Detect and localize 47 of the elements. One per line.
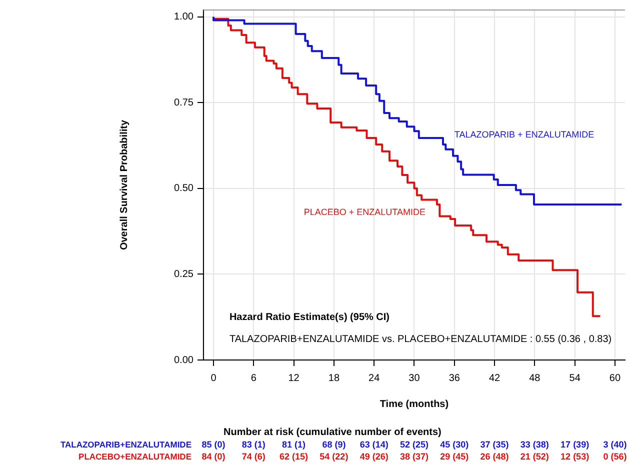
- text: 81 (1): [282, 439, 306, 450]
- text: 45 (30): [440, 439, 469, 450]
- text: 37 (35): [480, 439, 509, 450]
- series-label: TALAZOPARIB + ENZALUTAMIDE: [454, 130, 594, 140]
- y-tick-label: 1.00: [174, 12, 194, 23]
- text: 84 (0): [202, 451, 226, 462]
- text: Number at risk (cumulative number of events): [224, 426, 442, 438]
- x-tick-label: 36: [448, 372, 460, 384]
- text: 49 (26): [360, 451, 388, 462]
- x-axis-title: Time (months): [380, 398, 449, 410]
- text: 68 (9): [322, 439, 346, 450]
- text: 12 (53): [560, 451, 590, 462]
- y-tick-label: 0.25: [174, 268, 194, 280]
- text: 0 (56): [603, 451, 627, 462]
- x-tick-label: 60: [609, 372, 621, 384]
- x-tick-label: 42: [488, 372, 501, 384]
- text: 38 (37): [400, 451, 428, 462]
- x-tick-label: 24: [368, 372, 380, 384]
- text: 85 (0): [202, 439, 226, 450]
- text: 54 (22): [320, 451, 348, 462]
- y-tick-label: 0.75: [174, 97, 194, 108]
- annotation: Hazard Ratio Estimate(s) (95% CI): [229, 312, 390, 323]
- text: 3 (40): [603, 439, 627, 450]
- text: 52 (25): [400, 439, 428, 450]
- text: 29 (45): [440, 451, 469, 462]
- x-tick-label: 0: [210, 372, 217, 384]
- x-tick-label: 18: [328, 372, 340, 384]
- y-axis-title: Overall Survival Probability: [118, 120, 130, 250]
- text: 33 (38): [520, 439, 549, 450]
- text: TALAZOPARIB+ENZALUTAMIDE: [60, 439, 192, 450]
- series-label: PLACEBO + ENZALUTAMIDE: [304, 206, 426, 217]
- text: 62 (15): [280, 451, 308, 462]
- text: PLACEBO+ENZALUTAMIDE: [78, 451, 192, 462]
- x-tick-label: 30: [408, 372, 420, 384]
- y-tick-label: 0.50: [174, 183, 194, 194]
- text: 74 (6): [242, 451, 266, 462]
- text: 63 (14): [360, 439, 388, 450]
- x-tick-label: 12: [288, 372, 300, 384]
- x-tick-label: 54: [569, 372, 581, 384]
- text: 83 (1): [242, 439, 266, 450]
- text: 17 (39): [560, 439, 590, 450]
- annotation: TALAZOPARIB+ENZALUTAMIDE vs. PLACEBO+ENZALUTAMIDE : 0.55 (0.36 , 0.83): [229, 334, 612, 346]
- text: 26 (48): [480, 451, 509, 462]
- x-tick-label: 6: [250, 372, 257, 384]
- text: 21 (52): [520, 451, 549, 462]
- y-tick-label: 0.00: [174, 354, 194, 366]
- x-tick-label: 48: [529, 372, 541, 384]
